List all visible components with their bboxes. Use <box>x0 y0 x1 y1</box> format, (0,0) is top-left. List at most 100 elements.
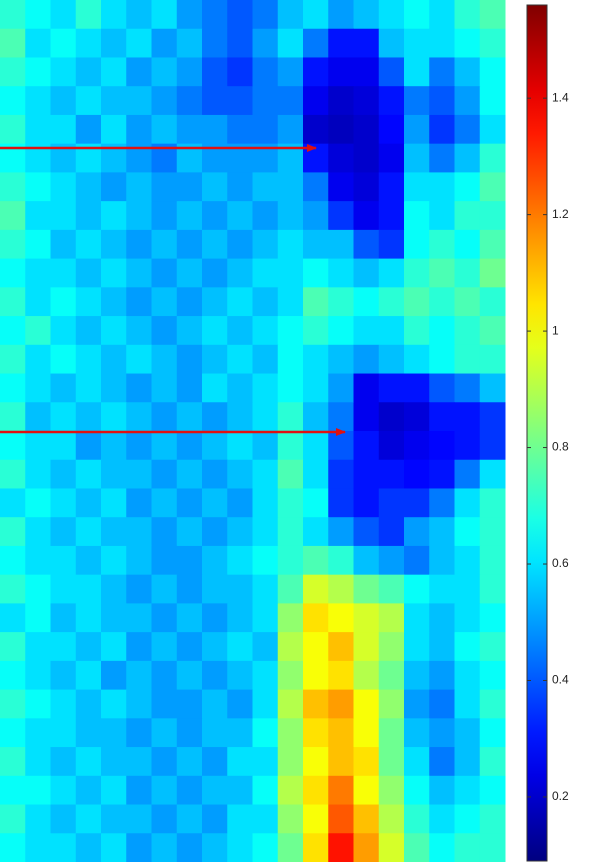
cell <box>328 114 354 145</box>
cell <box>429 775 455 806</box>
cell <box>0 229 26 260</box>
cell <box>378 689 405 719</box>
cell <box>252 57 279 87</box>
cell <box>202 574 228 604</box>
cell <box>378 258 405 288</box>
cell <box>479 603 506 633</box>
cell <box>252 0 279 30</box>
cell <box>75 517 102 547</box>
cell <box>101 316 127 346</box>
cell <box>75 86 102 116</box>
cell <box>50 689 77 719</box>
cell <box>75 833 102 862</box>
cell <box>50 258 77 288</box>
cell <box>479 114 506 145</box>
colorbar-tick-label: 0.6 <box>552 556 569 570</box>
cell <box>202 459 228 489</box>
cell <box>404 603 430 633</box>
cell <box>126 574 152 604</box>
cell <box>176 258 203 288</box>
cell <box>25 603 51 633</box>
colorbar <box>526 4 548 862</box>
cell <box>479 28 506 58</box>
cell <box>25 747 51 777</box>
cell <box>50 28 77 58</box>
cell <box>303 287 329 317</box>
cell <box>252 258 279 288</box>
cell <box>176 316 203 346</box>
cell <box>277 316 304 346</box>
cell <box>303 57 329 87</box>
cell <box>303 114 329 145</box>
cell <box>454 201 481 231</box>
cell <box>50 488 77 518</box>
cell <box>202 660 228 691</box>
cell <box>25 258 51 288</box>
cell <box>429 258 455 288</box>
cell <box>479 143 506 173</box>
cell <box>252 574 279 604</box>
cell <box>252 517 279 547</box>
cell <box>252 287 279 317</box>
cell <box>151 718 178 748</box>
cell <box>404 201 430 231</box>
cell <box>429 459 455 489</box>
cell <box>277 431 304 461</box>
cell <box>277 373 304 403</box>
cell <box>479 545 506 576</box>
cell <box>454 431 481 461</box>
cell <box>50 114 77 145</box>
cell <box>353 86 380 116</box>
cell <box>328 57 354 87</box>
cell <box>454 402 481 432</box>
cell <box>101 488 127 518</box>
colorbar-tick-label: 0.2 <box>552 789 569 803</box>
cell <box>303 459 329 489</box>
cell <box>303 689 329 719</box>
cell <box>50 0 77 30</box>
heatmap <box>0 0 506 862</box>
cell <box>429 86 455 116</box>
cell <box>353 28 380 58</box>
cell <box>404 316 430 346</box>
cell <box>303 316 329 346</box>
cell <box>151 488 178 518</box>
cell <box>101 229 127 260</box>
cell <box>176 57 203 87</box>
cell <box>277 775 304 806</box>
cell <box>126 258 152 288</box>
cell <box>25 86 51 116</box>
cell <box>227 632 253 662</box>
cell <box>479 660 506 691</box>
cell <box>227 804 253 834</box>
cell <box>126 344 152 375</box>
cell <box>328 833 354 862</box>
cell <box>328 143 354 173</box>
cell <box>126 747 152 777</box>
cell <box>378 603 405 633</box>
cell <box>429 689 455 719</box>
cell <box>303 632 329 662</box>
cell <box>75 201 102 231</box>
cell <box>378 718 405 748</box>
cell <box>227 545 253 576</box>
cell <box>404 632 430 662</box>
cell <box>0 459 26 489</box>
cell <box>429 229 455 260</box>
cell <box>404 804 430 834</box>
cell <box>252 373 279 403</box>
cell <box>429 172 455 202</box>
cell <box>176 373 203 403</box>
cell <box>151 660 178 691</box>
cell <box>75 804 102 834</box>
cell <box>75 747 102 777</box>
cell <box>202 373 228 403</box>
cell <box>101 0 127 30</box>
cell <box>25 718 51 748</box>
cell <box>25 660 51 691</box>
cell <box>75 718 102 748</box>
cell <box>277 57 304 87</box>
cell <box>126 402 152 432</box>
cell <box>0 488 26 518</box>
cell <box>303 718 329 748</box>
